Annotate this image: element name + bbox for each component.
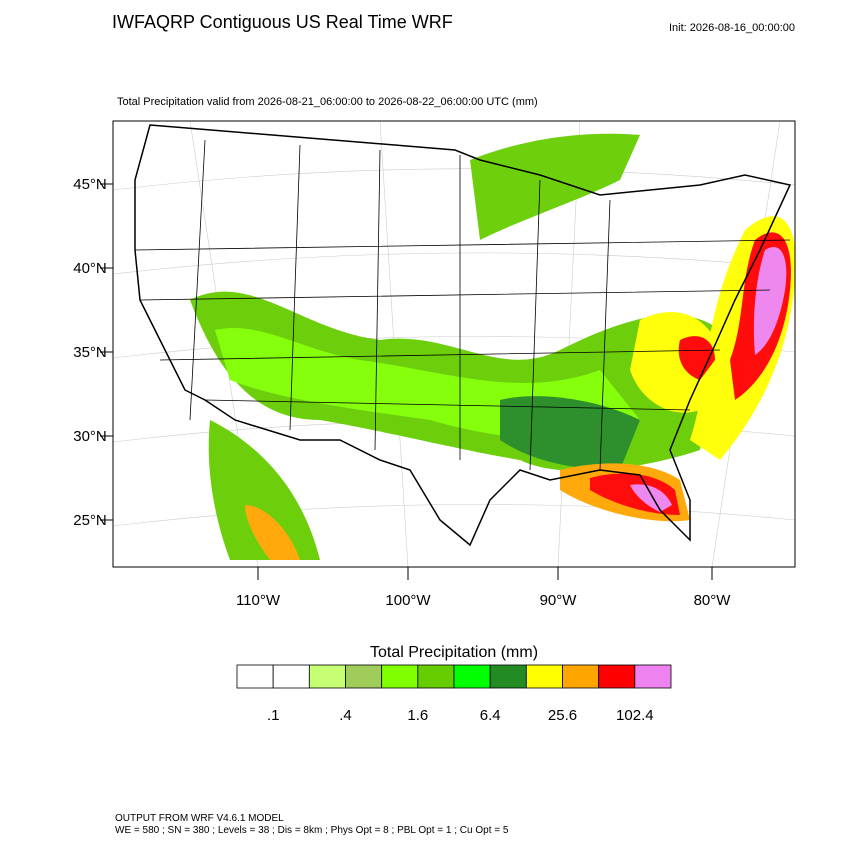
colorbar-title: Total Precipitation (mm) [370,644,538,661]
graticule-line [112,168,796,191]
colorbar-box [634,664,672,689]
colorbar-label: 102.4 [616,707,654,724]
colorbar-label: .1 [267,707,280,724]
country-outline [134,124,792,547]
map: 45°N 40°N 35°N 30°N 25°N 110°W 100°W 90°W 80°W [73,120,796,609]
graticule-line [112,252,796,275]
footer-line: OUTPUT FROM WRF V4.6.1 MODEL [115,813,284,824]
colorbar-box [345,664,383,689]
lon-label: 100°W [385,592,431,609]
lat-label: 40°N [73,260,107,277]
colorbar-box [489,664,527,689]
init-time: Init: 2026-08-16_00:00:00 [669,22,795,34]
lat-label: 45°N [73,176,107,193]
colorbar-label: 25.6 [548,707,577,724]
lat-label: 30°N [73,428,107,445]
colorbar-label: 1.6 [407,707,428,724]
state-lines [134,139,791,471]
lat-label: 35°N [73,344,107,361]
graticule-line [112,504,796,527]
colorbar-box [308,664,346,689]
colorbar-box [417,664,455,689]
precipitation-field [190,133,796,560]
colorbar-label: .4 [339,707,352,724]
lat-label: 25°N [73,512,107,529]
colorbar-box [236,664,274,689]
lon-labels: 110°W 100°W 90°W 80°W [236,567,731,609]
colorbar-box [562,664,600,689]
colorbar-box [381,664,419,689]
colorbar-box [272,664,310,689]
map-frame [112,120,796,568]
lat-labels: 45°N 40°N 35°N 30°N 25°N [73,176,113,529]
colorbar-box [453,664,491,689]
map-subtitle: Total Precipitation valid from 2026-08-2… [117,96,538,108]
colorbar: .1 .4 1.6 6.4 25.6 102.4 [236,664,672,724]
lon-label: 110°W [236,592,281,609]
title: IWFAQRP Contiguous US Real Time WRF [112,12,453,32]
lon-label: 80°W [694,592,732,609]
colorbar-label: 6.4 [480,707,501,724]
colorbar-box [525,664,563,689]
lon-label: 90°W [540,592,578,609]
footer-line: WE = 580 ; SN = 380 ; Levels = 38 ; Dis … [115,825,509,836]
colorbar-box [598,664,636,689]
